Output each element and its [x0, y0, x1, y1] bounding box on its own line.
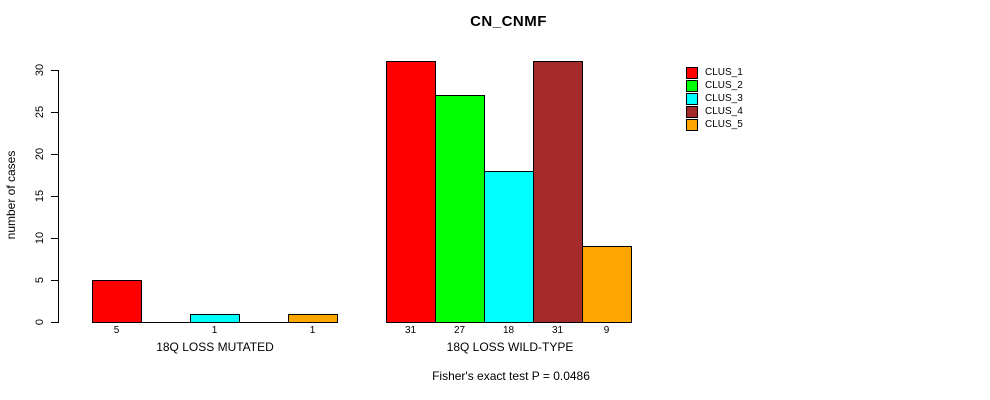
y-axis-tick	[51, 280, 58, 281]
bar-value-label: 18	[502, 325, 515, 336]
y-axis-tick-label: 10	[34, 231, 46, 245]
chart-title: CN_CNMF	[470, 13, 547, 30]
y-axis-tick	[51, 322, 58, 323]
legend-color-swatch	[686, 105, 698, 118]
bar	[92, 280, 142, 323]
y-axis-tick	[51, 154, 58, 155]
legend-color-swatch	[686, 92, 698, 105]
bar-value-label: 31	[551, 325, 564, 336]
legend-item: CLUS_2	[686, 79, 743, 92]
y-axis-tick-label: 0	[34, 318, 46, 326]
group-label-mutated: 18Q LOSS MUTATED	[156, 340, 274, 354]
y-axis-tick-label: 30	[34, 63, 46, 77]
bar	[386, 61, 436, 323]
group-label-wildtype: 18Q LOSS WILD-TYPE	[446, 340, 574, 354]
y-axis-line	[58, 70, 59, 323]
bar-value-label: 5	[113, 325, 120, 336]
y-axis-tick	[51, 70, 58, 71]
y-axis-label: number of cases	[4, 150, 18, 240]
legend-item: CLUS_4	[686, 105, 743, 118]
y-axis-tick-label: 5	[34, 276, 46, 284]
bar	[533, 61, 583, 323]
legend-color-swatch	[686, 118, 698, 131]
y-axis-tick-label: 20	[34, 147, 46, 161]
bar-value-label: 1	[211, 325, 218, 336]
bar-value-label: 27	[453, 325, 466, 336]
bar	[582, 246, 632, 323]
bar-value-label: 1	[309, 325, 316, 336]
legend-item: CLUS_1	[686, 66, 743, 79]
y-axis-tick	[51, 112, 58, 113]
y-axis-tick-label: 25	[34, 105, 46, 119]
legend-item-label: CLUS_2	[705, 80, 743, 91]
y-axis-tick	[51, 196, 58, 197]
y-axis-tick	[51, 238, 58, 239]
bar	[190, 314, 240, 323]
legend-color-swatch	[686, 79, 698, 92]
legend-item: CLUS_5	[686, 118, 743, 131]
bar-value-label: 9	[603, 325, 610, 336]
fisher-test-annotation: Fisher's exact test P = 0.0486	[432, 369, 590, 383]
legend-item-label: CLUS_4	[705, 106, 743, 117]
legend-color-swatch	[686, 66, 698, 79]
legend-item-label: CLUS_1	[705, 67, 743, 78]
bar	[288, 314, 338, 323]
legend-item: CLUS_3	[686, 92, 743, 105]
legend-item-label: CLUS_3	[705, 93, 743, 104]
legend-item-label: CLUS_5	[705, 119, 743, 130]
bar	[484, 171, 534, 323]
y-axis-tick-label: 15	[34, 189, 46, 203]
bar-value-label: 31	[404, 325, 417, 336]
bar	[435, 95, 485, 323]
